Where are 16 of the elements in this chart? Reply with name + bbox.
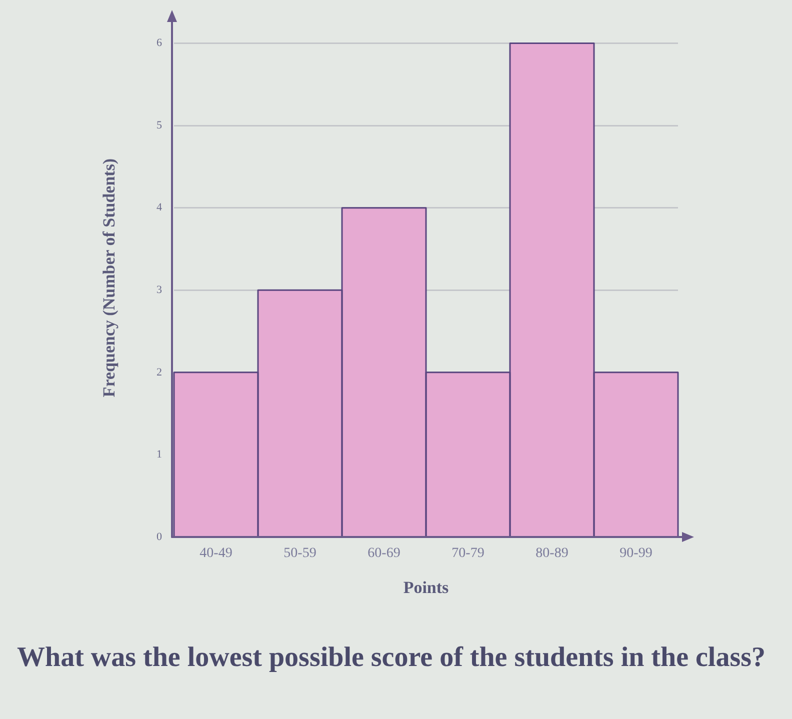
y-tick-label: 1 [156, 448, 162, 461]
x-tick-label: 80-89 [536, 546, 568, 562]
x-axis-title: Points [403, 578, 450, 598]
x-tick-label: 70-79 [452, 546, 484, 562]
y-tick-label: 4 [156, 202, 162, 214]
x-tick-label: 90-99 [620, 546, 652, 562]
x-tick-label: 40-49 [200, 546, 232, 562]
y-tick-label: 6 [156, 37, 162, 50]
y-tick-label: 5 [156, 119, 162, 132]
y-axis-title: Frequency (Number of Students) [100, 158, 119, 398]
x-tick-label: 50-59 [284, 546, 316, 562]
y-tick-label: 2 [156, 366, 162, 378]
text: What was the lowest possible score of the students in the class? [17, 642, 766, 674]
y-tick-label: 3 [156, 284, 162, 296]
y-tick-label: 0 [156, 530, 162, 543]
x-tick-label: 60-69 [368, 546, 400, 562]
